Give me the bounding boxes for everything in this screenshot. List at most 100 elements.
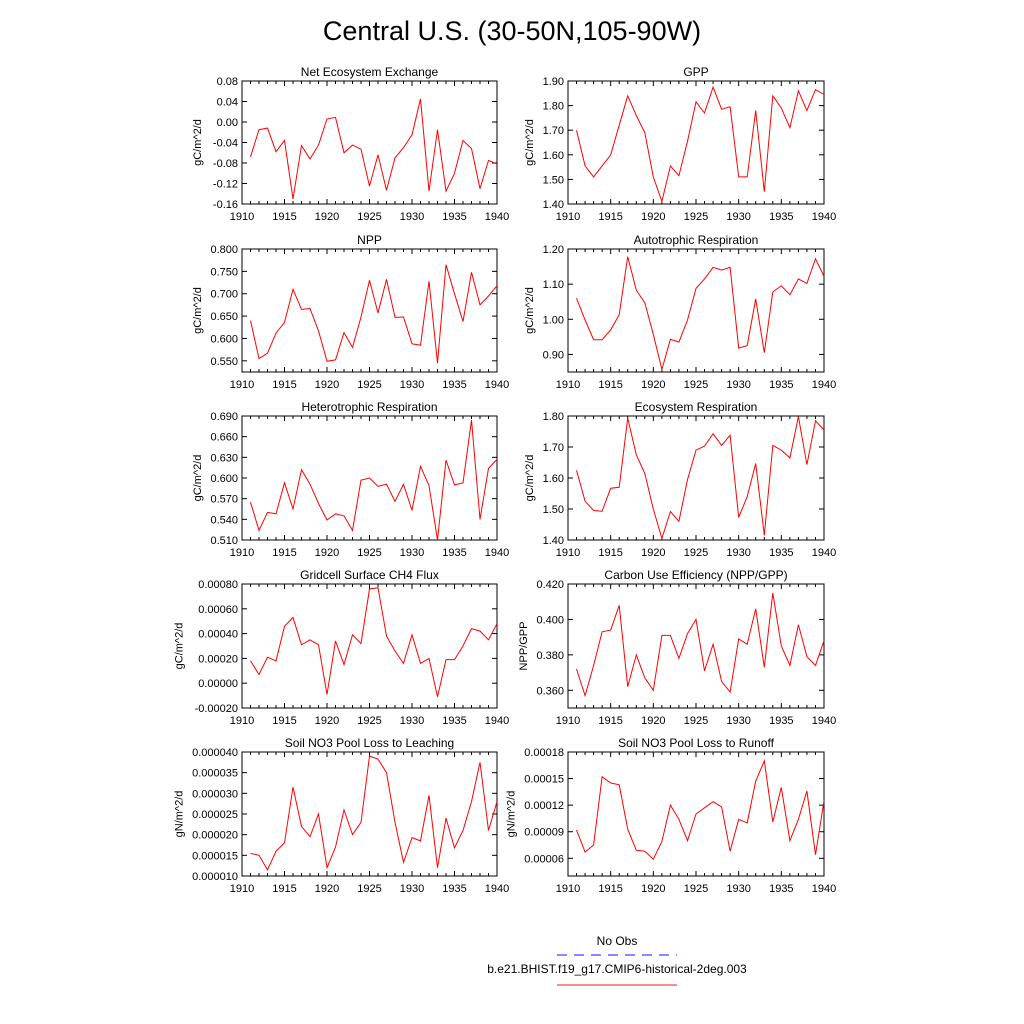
y-tick-label: 0.400 [536, 614, 564, 626]
x-tick-label: 1920 [315, 379, 339, 391]
x-tick-label: 1940 [812, 547, 836, 559]
y-tick-label: 0.600 [210, 333, 238, 345]
series-line [576, 256, 825, 372]
series-line [576, 85, 825, 204]
panel-title: Net Ecosystem Exchange [301, 65, 439, 79]
x-tick-label: 1925 [357, 883, 381, 895]
x-tick-label: 1910 [230, 547, 254, 559]
panel-title: Soil NO3 Pool Loss to Leaching [285, 736, 454, 750]
x-tick-label: 1915 [598, 715, 622, 727]
x-tick-label: 1930 [400, 379, 424, 391]
panel-title: Heterotrophic Respiration [301, 400, 437, 414]
x-tick-label: 1925 [684, 211, 708, 223]
plot-frame [241, 583, 498, 709]
series-line [250, 587, 498, 697]
y-tick-label: 0.000020 [192, 830, 238, 842]
y-axis-label: gC/m^2/d [192, 287, 204, 334]
y-tick-label: 0.00015 [524, 774, 564, 786]
y-tick-label: 0.00040 [198, 629, 238, 641]
panel-title: Soil NO3 Pool Loss to Runoff [618, 736, 775, 750]
x-tick-label: 1940 [485, 211, 509, 223]
y-tick-label: 1.50 [543, 174, 564, 186]
y-axis-label: gC/m^2/d [192, 119, 204, 166]
y-tick-label: 1.10 [543, 279, 564, 291]
panel-gpp: GPP 1910 1915 1920 1925 1930 1935 1940 1.40 1.50 1… [524, 65, 836, 223]
y-tick-label: -0.08 [213, 158, 238, 170]
y-tick-label: -0.04 [213, 138, 238, 150]
x-tick-label: 1910 [556, 715, 580, 727]
x-tick-label: 1915 [272, 547, 296, 559]
x-tick-label: 1920 [641, 379, 665, 391]
x-tick-label: 1930 [726, 547, 750, 559]
x-tick-label: 1935 [442, 547, 466, 559]
x-tick-label: 1940 [485, 715, 509, 727]
x-tick-label: 1935 [442, 715, 466, 727]
x-tick-label: 1920 [315, 883, 339, 895]
x-tick-label: 1930 [726, 211, 750, 223]
x-tick-label: 1940 [485, 379, 509, 391]
y-tick-label: 0.000025 [192, 809, 238, 821]
x-tick-label: 1910 [230, 211, 254, 223]
y-tick-label: 1.40 [543, 199, 564, 211]
legend-label-no-obs: No Obs [597, 934, 638, 948]
panel-net-ecosystem-exchange: Net Ecosystem Exchange 1910 1915 1920 1925 19… [192, 65, 509, 223]
x-tick-label: 1925 [357, 715, 381, 727]
x-tick-label: 1935 [769, 547, 793, 559]
series-line [576, 759, 825, 861]
y-tick-label: 0.570 [210, 494, 238, 506]
y-tick-label: 0.510 [210, 535, 238, 547]
plot-frame [567, 583, 825, 709]
x-tick-label: 1940 [485, 883, 509, 895]
panels: Net Ecosystem Exchange 1910 1915 1920 1925 19… [173, 65, 836, 895]
y-axis-label: gC/m^2/d [524, 455, 536, 502]
y-axis-label: gC/m^2/d [192, 455, 204, 502]
x-tick-label: 1925 [684, 379, 708, 391]
x-tick-label: 1910 [230, 379, 254, 391]
plot-frame [241, 248, 498, 373]
panel-title: Gridcell Surface CH4 Flux [300, 568, 439, 582]
x-tick-label: 1915 [272, 379, 296, 391]
y-axis-label: gN/m^2/d [173, 791, 185, 838]
y-tick-label: 0.000035 [192, 768, 238, 780]
x-tick-label: 1920 [315, 211, 339, 223]
series-line [250, 264, 498, 364]
y-tick-label: 0.08 [217, 76, 238, 88]
y-tick-label: 0.690 [210, 411, 238, 423]
panel-autotrophic-respiration: Autotrophic Respiration 1910 1915 1920 1925 1… [524, 233, 836, 391]
x-tick-label: 1930 [400, 883, 424, 895]
x-tick-label: 1935 [769, 379, 793, 391]
x-tick-label: 1910 [556, 379, 580, 391]
panel-gridcell-surface-ch4-flux: Gridcell Surface CH4 Flux 1910 1915 1920 192… [173, 568, 509, 727]
y-tick-label: 0.800 [210, 244, 238, 256]
panel-title: Autotrophic Respiration [634, 233, 759, 247]
y-tick-label: 0.000010 [192, 871, 238, 883]
y-tick-label: 0.600 [210, 473, 238, 485]
y-tick-label: 1.20 [543, 244, 564, 256]
x-tick-label: 1930 [726, 715, 750, 727]
y-tick-label: 0.00080 [198, 579, 238, 591]
x-tick-label: 1915 [272, 715, 296, 727]
x-tick-label: 1925 [684, 547, 708, 559]
y-tick-label: -0.00020 [195, 703, 238, 715]
y-tick-label: 0.00060 [198, 604, 238, 616]
plot-frame [241, 751, 498, 877]
plot-frame [567, 415, 825, 541]
y-tick-label: 1.90 [543, 76, 564, 88]
x-tick-label: 1930 [726, 883, 750, 895]
y-tick-label: 0.750 [210, 266, 238, 278]
y-axis-label: gN/m^2/d [506, 791, 518, 838]
y-tick-label: -0.12 [213, 179, 238, 191]
y-tick-label: 0.000040 [192, 747, 238, 759]
plot-frame [567, 80, 825, 205]
x-tick-label: 1940 [812, 715, 836, 727]
x-tick-label: 1915 [598, 883, 622, 895]
plot-frame [567, 248, 825, 373]
panel-title: Ecosystem Respiration [635, 400, 758, 414]
y-tick-label: 0.90 [543, 349, 564, 361]
y-tick-label: 1.80 [543, 101, 564, 113]
y-tick-label: 1.60 [543, 150, 564, 162]
x-tick-label: 1930 [400, 547, 424, 559]
x-tick-label: 1935 [442, 379, 466, 391]
x-tick-label: 1935 [442, 211, 466, 223]
figure-title: Central U.S. (30-50N,105-90W) [323, 16, 701, 46]
